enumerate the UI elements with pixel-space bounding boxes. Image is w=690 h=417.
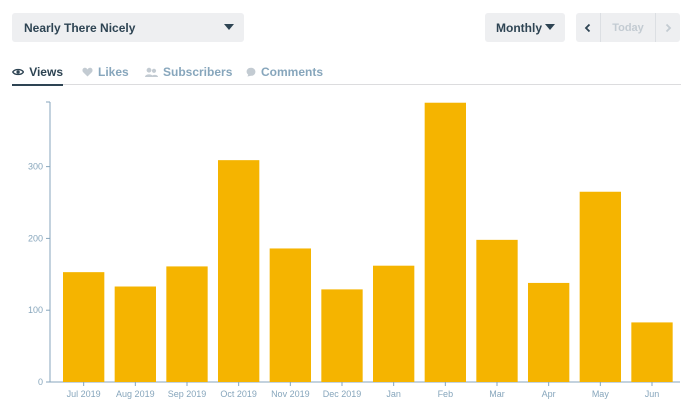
stats-header: Nearly There Nicely Monthly Today xyxy=(0,0,690,56)
x-tick-label: May xyxy=(592,389,610,399)
chevron-down-icon xyxy=(224,24,234,30)
subscribers-icon xyxy=(145,67,158,77)
tab-label: Comments xyxy=(261,64,324,79)
x-tick-label: Oct 2019 xyxy=(220,389,257,399)
y-tick-label: 300 xyxy=(28,162,43,172)
bar-dec-2019[interactable] xyxy=(321,289,363,382)
views-bar-chart: 0 100 200 300 Jul 2019 Aug 2019 Sep 2019 Oct 20… xyxy=(28,101,680,399)
today-button[interactable]: Today xyxy=(600,13,656,42)
bar-oct-2019[interactable] xyxy=(218,160,260,382)
bar-apr[interactable] xyxy=(528,282,570,382)
bar-jan[interactable] xyxy=(373,265,415,382)
x-tick-label: Mar xyxy=(489,389,505,399)
date-navigation: Today xyxy=(576,13,680,42)
x-tick-label: Jun xyxy=(645,389,660,399)
tab-views[interactable]: Views xyxy=(12,58,63,86)
tab-label: Subscribers xyxy=(163,64,233,79)
tab-subscribers[interactable]: Subscribers xyxy=(145,58,232,85)
tab-likes[interactable]: Likes xyxy=(82,58,129,85)
period-label: Monthly xyxy=(496,20,542,35)
bar-aug-2019[interactable] xyxy=(114,286,156,382)
period-selector[interactable]: Monthly xyxy=(485,13,565,42)
comment-icon xyxy=(246,67,256,76)
chart-labels: 0 100 200 300 Jul 2019 Aug 2019 Sep 2019 Oct 20… xyxy=(28,162,659,399)
x-tick-label: Apr xyxy=(542,389,556,399)
y-tick-label: 200 xyxy=(28,233,43,243)
eye-icon xyxy=(12,68,25,75)
previous-period-button[interactable] xyxy=(576,13,600,42)
tab-label: Likes xyxy=(98,64,129,79)
x-tick-label: Dec 2019 xyxy=(323,389,362,399)
next-period-button[interactable] xyxy=(656,13,680,42)
stats-tabs: Views Likes Subscribers Comments xyxy=(12,58,681,86)
tab-label: Views xyxy=(29,64,63,79)
chevron-down-icon xyxy=(545,24,555,30)
x-tick-label: Sep 2019 xyxy=(168,389,207,399)
tab-comments[interactable]: Comments xyxy=(246,58,323,85)
bar-nov-2019[interactable] xyxy=(269,248,311,382)
bar-jun[interactable] xyxy=(631,322,673,382)
heart-icon xyxy=(82,67,93,76)
bar-mar[interactable] xyxy=(476,239,518,382)
bar-feb[interactable] xyxy=(424,102,466,382)
x-tick-label: Jan xyxy=(386,389,401,399)
bar-may[interactable] xyxy=(579,191,621,382)
y-tick-label: 100 xyxy=(28,305,43,315)
x-tick-label: Aug 2019 xyxy=(116,389,155,399)
chart-bars xyxy=(63,102,673,382)
bar-sep-2019[interactable] xyxy=(166,266,208,382)
site-selector[interactable]: Nearly There Nicely xyxy=(12,13,244,42)
x-tick-label: Jul 2019 xyxy=(67,389,101,399)
site-name: Nearly There Nicely xyxy=(24,20,136,35)
bar-jul-2019[interactable] xyxy=(63,272,105,382)
x-tick-label: Feb xyxy=(438,389,454,399)
y-tick-label: 0 xyxy=(38,377,43,387)
chevron-right-icon xyxy=(665,23,672,32)
x-tick-label: Nov 2019 xyxy=(271,389,310,399)
chevron-left-icon xyxy=(584,23,591,32)
